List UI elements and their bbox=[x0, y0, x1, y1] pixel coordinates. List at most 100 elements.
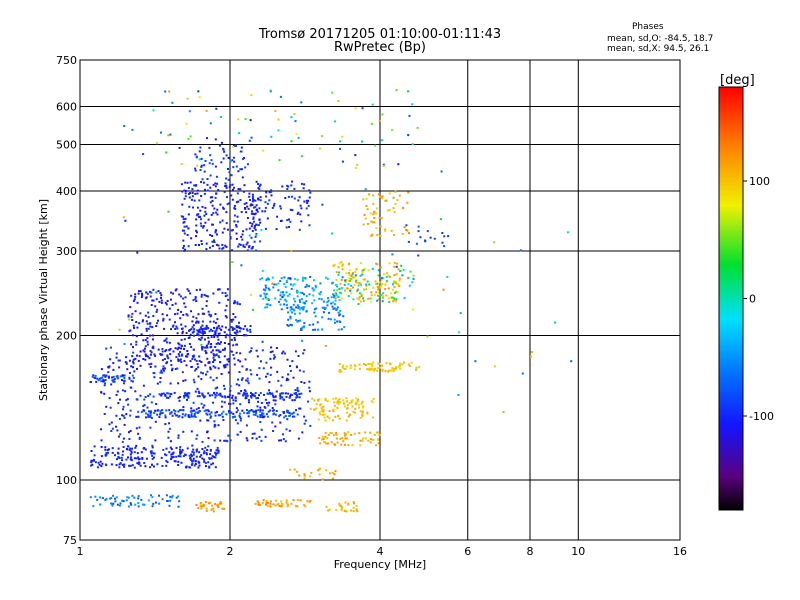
data-point bbox=[132, 358, 135, 361]
data-point bbox=[224, 326, 227, 329]
data-point bbox=[214, 182, 217, 185]
data-point bbox=[275, 228, 278, 231]
data-point bbox=[149, 322, 152, 325]
data-point bbox=[115, 352, 118, 355]
y-tick-label: 600 bbox=[56, 101, 77, 114]
data-point bbox=[177, 495, 179, 498]
data-point bbox=[244, 397, 247, 400]
data-point bbox=[318, 468, 321, 471]
data-point bbox=[183, 344, 186, 347]
data-point bbox=[201, 457, 204, 460]
data-point bbox=[287, 318, 290, 321]
data-point bbox=[381, 277, 383, 279]
data-point bbox=[334, 283, 337, 286]
data-point bbox=[89, 381, 92, 383]
data-point bbox=[195, 289, 198, 291]
data-point bbox=[344, 509, 347, 512]
data-point bbox=[208, 162, 211, 165]
grid-lines bbox=[80, 60, 680, 540]
data-point bbox=[338, 417, 341, 420]
data-point bbox=[245, 424, 248, 427]
data-point bbox=[293, 297, 295, 300]
data-point bbox=[155, 310, 158, 313]
data-point bbox=[125, 458, 128, 461]
data-point bbox=[129, 447, 132, 450]
data-point bbox=[227, 178, 230, 181]
data-point bbox=[266, 372, 269, 375]
data-point bbox=[175, 356, 178, 358]
data-point bbox=[333, 401, 336, 404]
data-point bbox=[398, 194, 401, 197]
data-point bbox=[570, 360, 573, 363]
data-point bbox=[217, 338, 220, 341]
data-point bbox=[201, 178, 204, 181]
data-point bbox=[179, 446, 182, 449]
data-point bbox=[138, 290, 140, 293]
data-point bbox=[205, 507, 208, 510]
data-point bbox=[340, 508, 343, 511]
data-point bbox=[170, 458, 172, 461]
data-point bbox=[240, 168, 243, 171]
data-point bbox=[245, 409, 248, 411]
data-point bbox=[160, 456, 163, 459]
data-point bbox=[177, 464, 180, 466]
data-point bbox=[116, 503, 119, 506]
data-point bbox=[149, 325, 152, 328]
data-point bbox=[123, 343, 126, 345]
data-point bbox=[378, 366, 381, 369]
phase-stats-heading: Phases bbox=[632, 22, 664, 32]
data-point bbox=[118, 463, 121, 466]
data-point bbox=[249, 204, 252, 207]
data-point bbox=[389, 296, 392, 299]
data-point bbox=[134, 390, 137, 393]
data-point bbox=[232, 313, 235, 315]
data-point bbox=[365, 284, 368, 287]
data-point bbox=[264, 201, 267, 204]
data-point bbox=[269, 373, 272, 376]
data-point bbox=[221, 415, 224, 418]
data-point bbox=[358, 292, 361, 295]
data-point bbox=[251, 437, 254, 440]
data-point bbox=[154, 305, 157, 308]
data-point bbox=[146, 337, 149, 340]
data-point bbox=[256, 405, 259, 408]
data-point bbox=[104, 463, 107, 466]
data-point bbox=[232, 399, 235, 402]
data-point bbox=[218, 356, 221, 359]
data-point bbox=[243, 246, 246, 248]
colorbar-label: [deg] bbox=[720, 73, 755, 88]
data-point bbox=[95, 380, 98, 383]
data-point bbox=[119, 433, 122, 436]
data-point bbox=[197, 407, 200, 410]
data-point bbox=[329, 472, 331, 475]
data-point bbox=[190, 454, 193, 457]
data-point bbox=[219, 439, 222, 442]
data-point bbox=[121, 379, 123, 382]
data-point bbox=[140, 410, 143, 413]
data-point bbox=[309, 407, 312, 410]
data-point bbox=[356, 297, 359, 300]
data-point bbox=[233, 415, 236, 418]
data-point bbox=[261, 416, 264, 418]
data-point bbox=[330, 296, 333, 299]
data-point bbox=[320, 135, 323, 138]
data-point bbox=[380, 217, 383, 220]
data-point bbox=[319, 291, 322, 294]
data-point bbox=[255, 209, 258, 211]
data-point bbox=[446, 275, 449, 278]
data-point bbox=[361, 140, 363, 143]
data-point bbox=[197, 320, 200, 323]
data-point bbox=[241, 238, 244, 241]
data-point bbox=[137, 432, 140, 435]
data-point bbox=[125, 356, 128, 359]
data-point bbox=[149, 393, 152, 396]
data-point bbox=[142, 405, 145, 408]
data-point bbox=[142, 358, 145, 360]
data-point bbox=[345, 433, 347, 436]
data-point bbox=[203, 330, 206, 333]
data-point bbox=[295, 133, 298, 136]
data-point bbox=[126, 398, 129, 401]
data-point bbox=[177, 308, 180, 311]
data-point bbox=[192, 355, 195, 358]
data-point bbox=[290, 287, 293, 290]
